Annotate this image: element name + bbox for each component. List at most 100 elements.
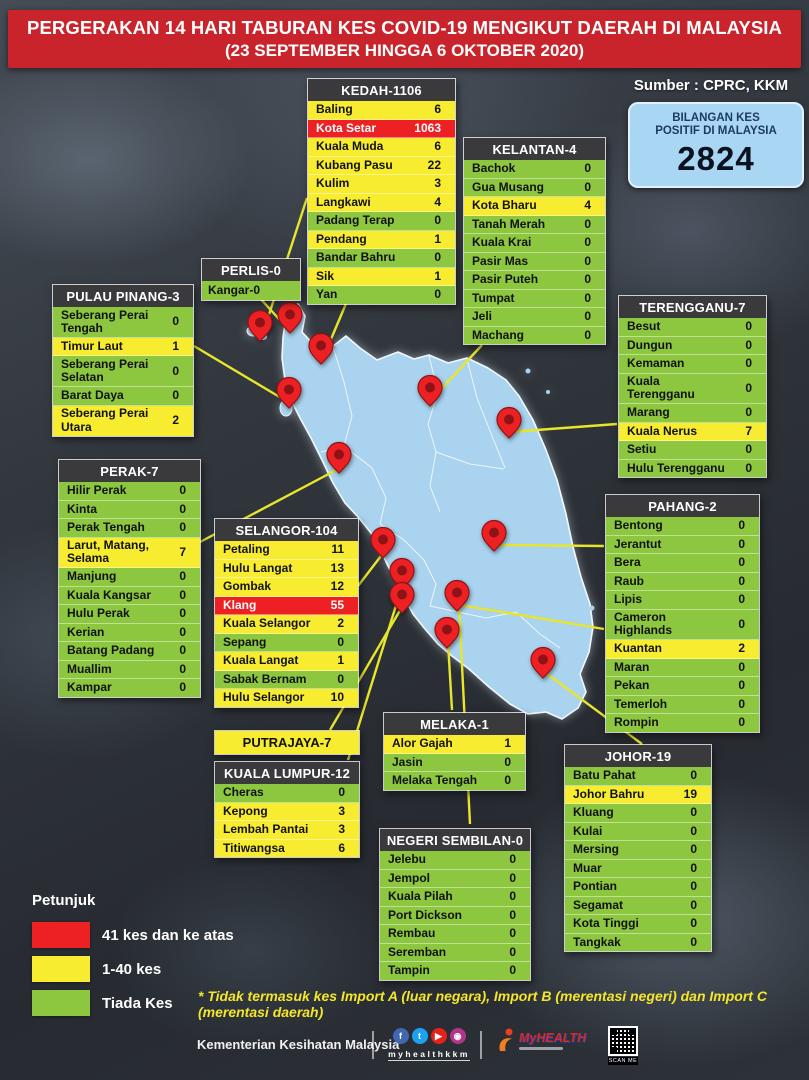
- district-row: Muallim 0: [59, 660, 200, 680]
- district-case-count: 1: [434, 268, 441, 283]
- district-row: Pasir Mas 0: [464, 252, 605, 271]
- district-label: Tumpat: [472, 290, 515, 305]
- district-case-count: 11: [331, 542, 344, 557]
- district-case-count: 0: [584, 235, 591, 250]
- district-case-count: 0: [179, 483, 186, 498]
- myhealth-figure-icon: [499, 1028, 513, 1051]
- map-pin-icon: [247, 309, 273, 342]
- state-title-kelantan: KELANTAN-4: [464, 138, 605, 160]
- state-table-kelantan: KELANTAN-4 Bachok 0 Gua Musang 0 Kota Bharu 4 T…: [463, 137, 606, 345]
- district-case-count: 0: [172, 363, 179, 378]
- state-title-perlis: PERLIS-0: [202, 259, 300, 281]
- legend-label: Tiada Kes: [102, 994, 173, 1012]
- district-row: Pontian 0: [565, 878, 711, 897]
- header-banner: PERGERAKAN 14 HARI TABURAN KES COVID-19 …: [8, 10, 801, 68]
- district-row: Batu Pahat 0: [565, 767, 711, 786]
- state-table-putrajaya: PUTRAJAYA-7: [214, 730, 360, 755]
- map-pin-icon: [308, 332, 334, 365]
- district-label: Batu Pahat: [573, 768, 636, 783]
- district-case-count: 0: [738, 555, 745, 570]
- district-label: Rompin: [614, 715, 659, 730]
- map-pin-icon: [481, 519, 507, 552]
- district-label: Tanah Merah: [472, 216, 546, 231]
- district-row: Hulu Perak 0: [59, 605, 200, 624]
- social-icons: f t ▶ ◉: [386, 1028, 472, 1044]
- legend-item: Tiada Kes: [32, 990, 234, 1016]
- district-case-count: 0: [509, 889, 516, 904]
- district-row: Yan 0: [308, 286, 455, 304]
- state-table-kuala-lumpur: KUALA LUMPUR-12 Cheras 0 Kepong 3 Lembah Pant…: [214, 761, 360, 858]
- district-case-count: 0: [584, 327, 591, 342]
- state-title-putrajaya: PUTRAJAYA-7: [215, 731, 359, 754]
- district-row: Pekan 0: [606, 677, 759, 696]
- qr-code: [608, 1026, 638, 1056]
- district-row: Setiu 0: [619, 441, 766, 460]
- district-row: Temerloh 0: [606, 695, 759, 715]
- district-label: Kampar: [67, 680, 112, 695]
- district-case-count: 0: [179, 520, 186, 535]
- district-label: Hilir Perak: [67, 483, 127, 498]
- district-case-count: 0: [690, 805, 697, 820]
- district-row: Sabak Bernam 0: [215, 670, 358, 689]
- district-row: Titiwangsa 6: [215, 839, 359, 857]
- district-label: Petaling: [223, 542, 270, 557]
- district-case-count: 3: [434, 176, 441, 191]
- district-case-count: 0: [690, 879, 697, 894]
- district-case-count: 0: [179, 569, 186, 584]
- district-row: Seremban 0: [380, 943, 530, 962]
- district-case-count: 7: [745, 423, 752, 438]
- district-row: Barat Daya 0: [53, 387, 193, 406]
- district-row: Sepang 0: [215, 633, 358, 652]
- district-row: Jerantut 0: [606, 535, 759, 554]
- district-label: Melaka Tengah: [392, 773, 478, 788]
- district-row: Larut, Matang, Selama 7: [59, 537, 200, 569]
- twitter-icon: t: [411, 1028, 428, 1044]
- district-label: Kuala Langat: [223, 653, 299, 668]
- district-label: Klang: [223, 597, 257, 612]
- legend-label: 1-40 kes: [102, 960, 162, 978]
- map-pin-icon: [530, 646, 556, 679]
- district-label: Machang: [472, 327, 525, 342]
- district-label: Yan: [316, 287, 338, 302]
- district-case-count: 0: [738, 659, 745, 674]
- district-row: Gua Musang 0: [464, 178, 605, 197]
- district-case-count: 1063: [414, 120, 441, 135]
- district-label: Gombak: [223, 579, 272, 594]
- district-case-count: 0: [690, 860, 697, 875]
- district-case-count: 0: [179, 606, 186, 621]
- district-case-count: 4: [434, 194, 441, 209]
- district-label: Kulim: [316, 176, 350, 191]
- district-label: Kuala Selangor: [223, 616, 311, 631]
- district-label: Kemaman: [627, 356, 685, 371]
- district-label: Baling: [316, 102, 353, 117]
- map-pin-icon: [389, 581, 415, 614]
- district-label: Batang Padang: [67, 643, 155, 658]
- district-label: Bentong: [614, 518, 663, 533]
- district-label: Kota Setar: [316, 120, 377, 135]
- myhealth-logo-text: MyHEALTH: [519, 1030, 587, 1045]
- district-label: Hulu Langat: [223, 560, 293, 575]
- district-label: Temerloh: [614, 696, 668, 711]
- district-row: Mersing 0: [565, 841, 711, 860]
- district-case-count: 0: [690, 897, 697, 912]
- qr-code-block: SCAN ME: [608, 1026, 638, 1065]
- district-row: Pasir Puteh 0: [464, 271, 605, 290]
- state-table-johor: JOHOR-19 Batu Pahat 0 Johor Bahru 19 Kluang 0 K…: [564, 744, 712, 952]
- district-row: Tangkak 0: [565, 933, 711, 951]
- map-state-borders: [320, 346, 561, 649]
- district-row: Kampar 0: [59, 679, 200, 697]
- footnote: * Tidak termasuk kes Import A (luar nega…: [198, 988, 767, 1020]
- district-label: Dungun: [627, 337, 673, 352]
- district-case-count: 0: [745, 380, 752, 395]
- district-case-count: 0: [584, 161, 591, 176]
- district-row: Kuala Pilah 0: [380, 888, 530, 907]
- district-case-count: 0: [504, 773, 511, 788]
- district-row: Lipis 0: [606, 591, 759, 610]
- connector-line: [509, 422, 618, 434]
- myhealth-logo: MyHEALTH: [496, 1027, 586, 1053]
- district-label: Hulu Perak: [67, 606, 130, 621]
- district-label: Gua Musang: [472, 179, 545, 194]
- district-case-count: 0: [584, 216, 591, 231]
- district-case-count: 0: [745, 356, 752, 371]
- district-case-count: 13: [330, 560, 344, 575]
